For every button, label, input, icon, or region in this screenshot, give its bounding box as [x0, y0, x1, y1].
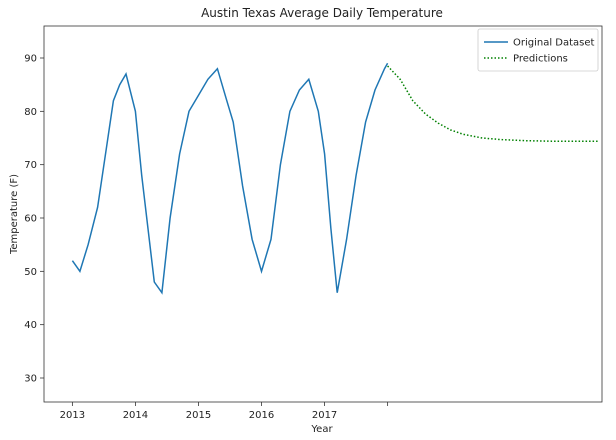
plot-frame	[43, 25, 603, 403]
y-axis-label: Temperature (F)	[9, 174, 20, 255]
legend-label: Predictions	[513, 54, 568, 65]
y-tick-label: 50	[24, 267, 37, 278]
y-tick-label: 90	[24, 54, 37, 65]
legend: Original Dataset Predictions	[477, 28, 599, 72]
x-axis-ticks: 2013 2014 2015 2016 2017	[60, 402, 389, 421]
y-axis-ticks: 30 40 50 60 70 80 90	[24, 54, 44, 385]
legend-box	[477, 28, 599, 72]
series-line-predictions	[387, 65, 599, 142]
y-tick-label: 40	[24, 320, 37, 331]
x-tick-label: 2014	[123, 410, 148, 421]
y-tick-label: 80	[24, 107, 37, 118]
x-tick-label: 2016	[249, 410, 274, 421]
y-tick-label: 30	[24, 374, 37, 385]
plot-area	[71, 62, 599, 295]
y-tick-label: 70	[24, 160, 37, 171]
x-axis-label: Year	[310, 424, 333, 435]
x-tick-label: 2013	[60, 410, 85, 421]
x-tick-label: 2017	[312, 410, 337, 421]
legend-label: Original Dataset	[513, 38, 595, 49]
x-tick-label: 2015	[186, 410, 211, 421]
series-line-original-dataset	[71, 62, 389, 295]
y-tick-label: 60	[24, 214, 37, 225]
chart-title: Austin Texas Average Daily Temperature	[201, 6, 443, 20]
